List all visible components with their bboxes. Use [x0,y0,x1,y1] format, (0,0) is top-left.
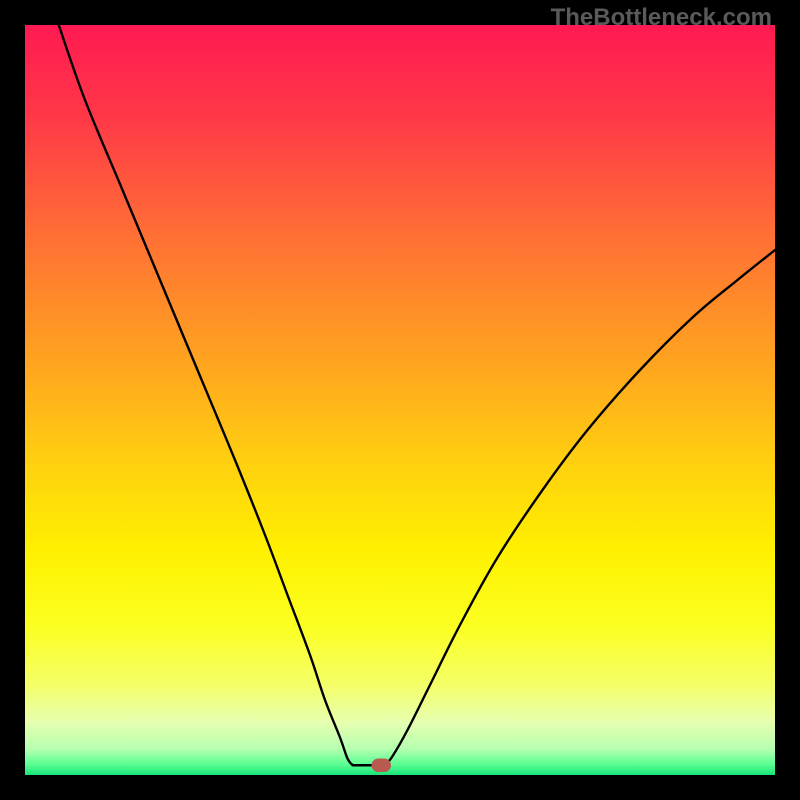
curve-left-branch [59,25,353,765]
curve-right-branch [385,250,775,765]
frame-border [0,0,25,800]
optimal-point-marker [372,759,392,773]
chart-svg [25,25,775,775]
frame-border [775,0,800,800]
frame-border [0,775,800,800]
plot-area [25,25,775,775]
